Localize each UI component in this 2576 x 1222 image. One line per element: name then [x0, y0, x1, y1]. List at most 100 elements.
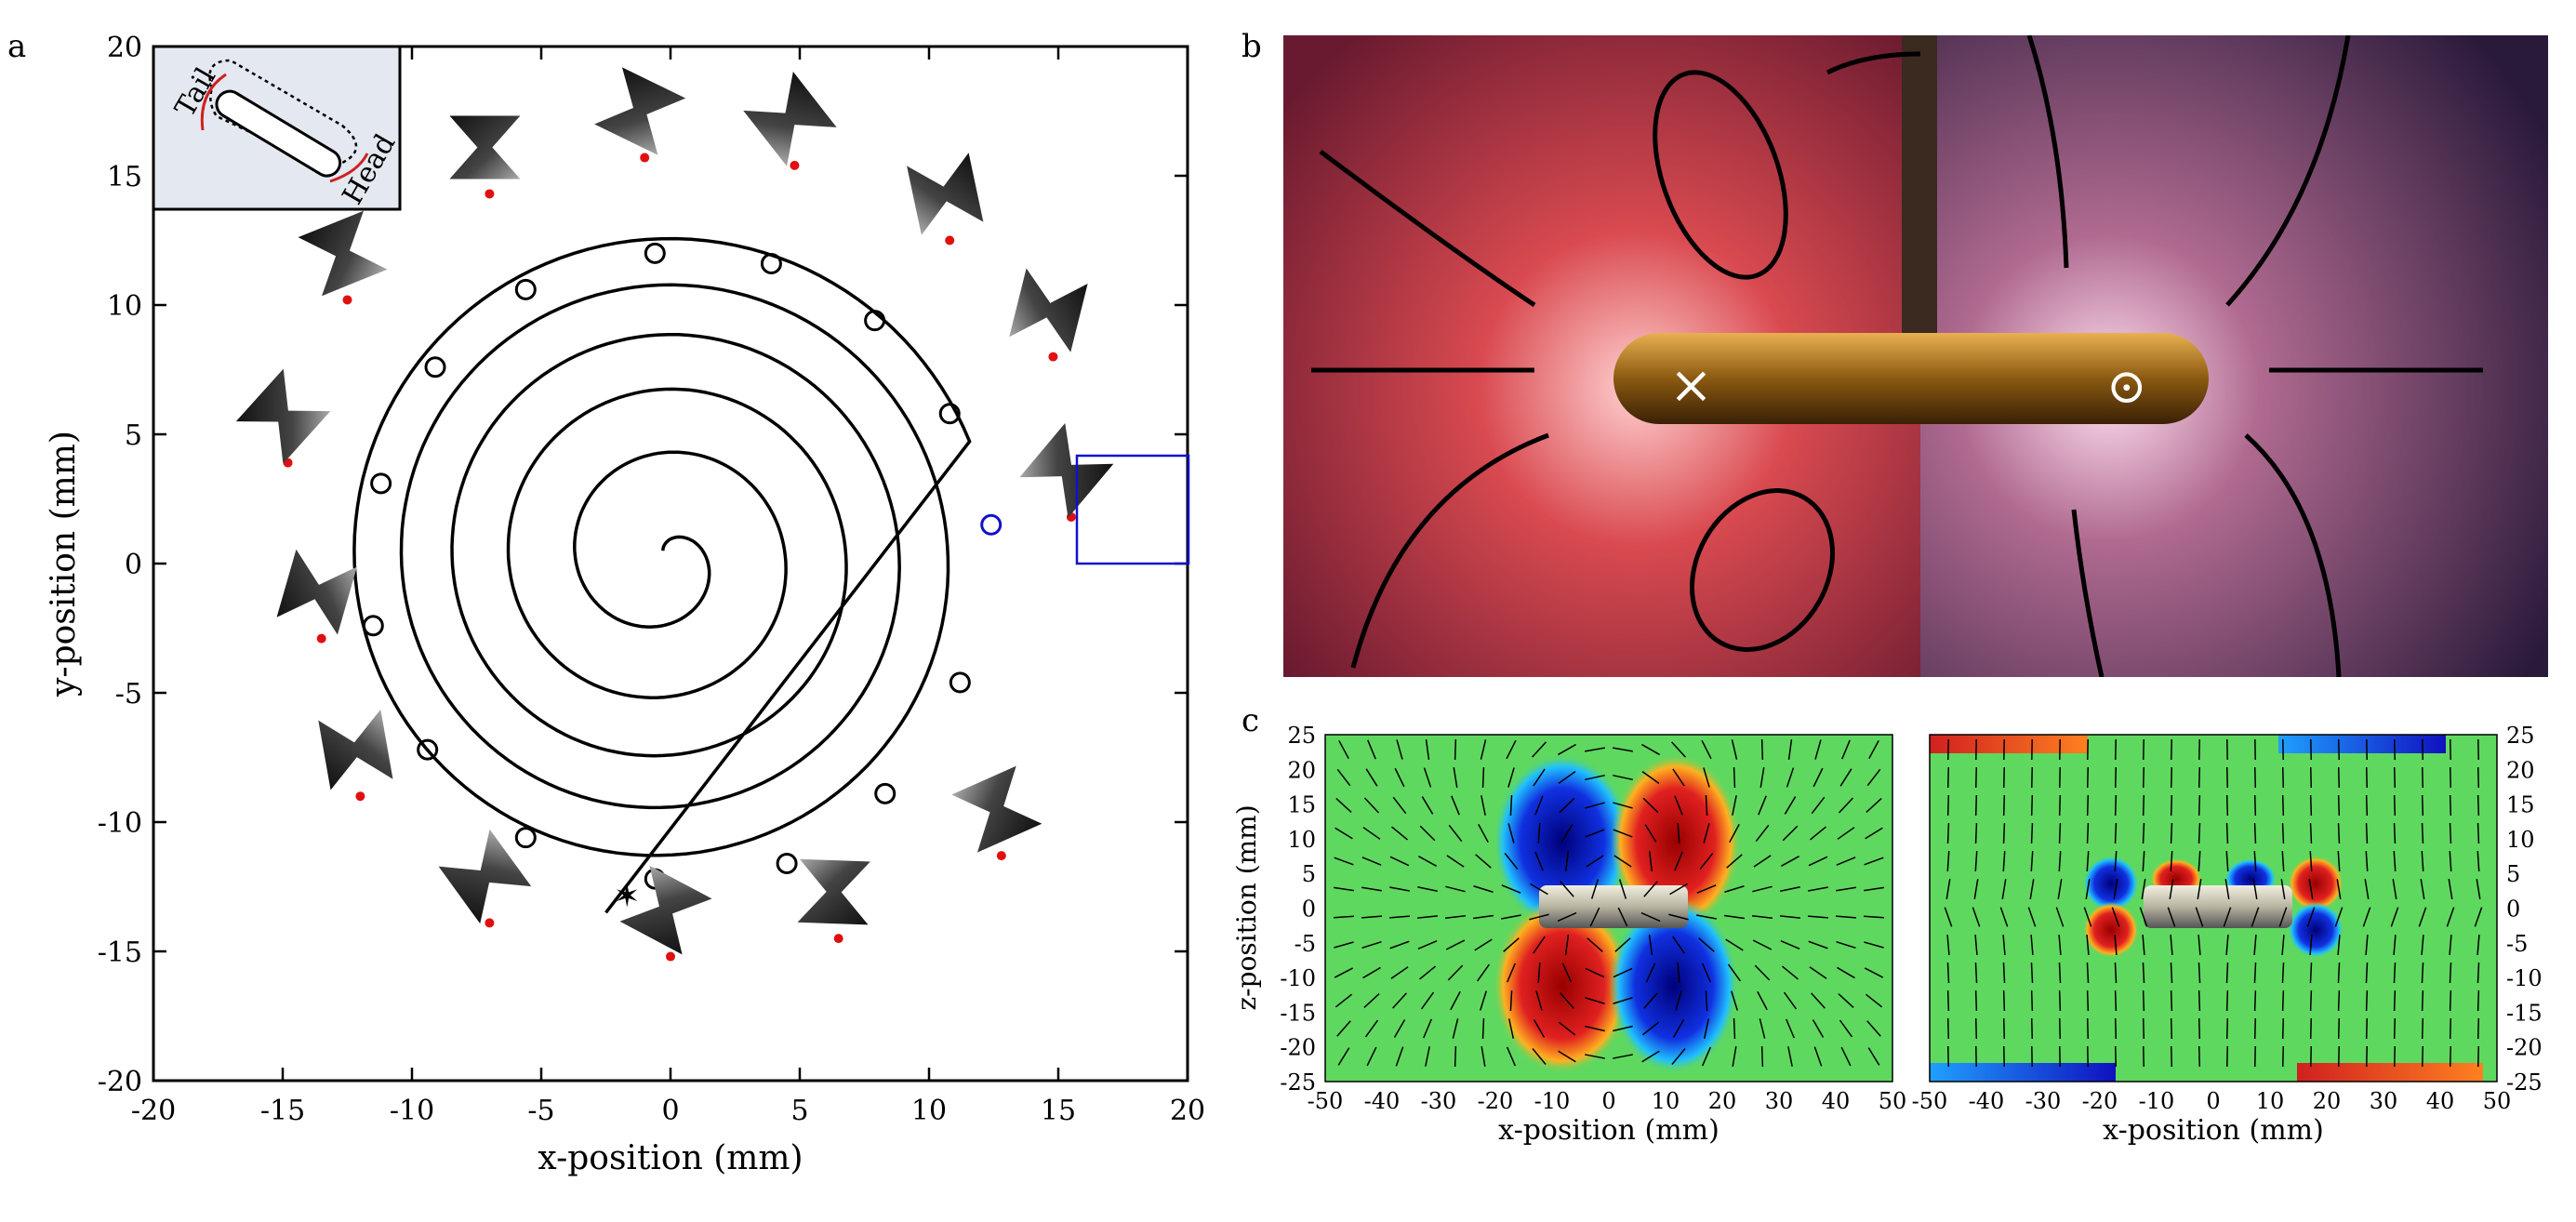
flow-vector: [1585, 747, 1605, 752]
flow-vector: [1361, 857, 1382, 866]
flow-vector: [2281, 766, 2285, 789]
flow-vector: [1759, 1018, 1766, 1039]
flow-vector: [2309, 1017, 2313, 1040]
flow-vector: [1418, 856, 1437, 867]
flow-vector: [1702, 963, 1711, 983]
flow-vector: [2002, 934, 2006, 956]
flow-vector: [1782, 965, 1799, 980]
inset-diagram: Tail Head: [152, 45, 402, 211]
flow-vector: [1999, 907, 2009, 927]
flow-vector: [2142, 934, 2145, 956]
sim-xtick: 0: [2206, 1088, 2220, 1114]
sim-right-ytick: -5: [2506, 931, 2528, 957]
flow-vector: [1394, 767, 1405, 788]
flow-vector: [1558, 1021, 1576, 1036]
flow-vector: [2392, 879, 2397, 899]
flow-vector: [2225, 1017, 2229, 1040]
flow-vector: [2476, 766, 2480, 789]
sim-left-ytick: -15: [1280, 1000, 1316, 1026]
particle-snapshot: [619, 865, 712, 955]
red-marker: [790, 160, 800, 170]
flow-vector: [1946, 962, 1950, 984]
flow-vector: [1590, 879, 1600, 899]
flow-vector: [1808, 856, 1828, 867]
flow-vector: [1423, 1018, 1432, 1039]
flow-vector: [2030, 962, 2034, 984]
flow-vector: [1752, 939, 1773, 950]
flow-vector: [1481, 766, 1485, 789]
flow-vector: [1703, 1018, 1710, 1039]
flow-vector: [1335, 798, 1352, 813]
flow-vector: [2057, 879, 2063, 899]
trajectory-marker: [644, 242, 666, 264]
particle-snapshot: [1009, 268, 1088, 352]
flow-vector: [2197, 879, 2202, 899]
sim-left-ytick: -25: [1280, 1069, 1316, 1096]
flow-vector: [2337, 766, 2341, 789]
y-tick-label: 10: [107, 290, 142, 323]
flow-vector: [1452, 1018, 1459, 1039]
flow-vector: [1731, 739, 1738, 760]
panel-a-xlabel: x-position (mm): [538, 1139, 803, 1177]
flow-vector: [2058, 850, 2062, 872]
particle-snapshot: [298, 210, 388, 297]
flow-vector: [1641, 743, 1660, 756]
flow-vector: [2476, 850, 2480, 872]
flow-vector: [1787, 738, 1793, 761]
flow-vector: [2393, 850, 2397, 872]
flow-vector: [1786, 1018, 1795, 1039]
flow-vector: [1446, 855, 1465, 868]
flow-vector: [1534, 851, 1544, 871]
flow-vector: [1501, 884, 1521, 894]
sim-xtick: -50: [1308, 1088, 1344, 1114]
highlight-box: [1075, 454, 1190, 565]
flow-vector: [2029, 879, 2035, 899]
flow-vector: [1675, 990, 1682, 1011]
flow-vector: [2253, 794, 2257, 817]
x-tick-label: 20: [1170, 1095, 1205, 1127]
flow-vector: [1364, 1019, 1379, 1038]
flow-vector: [1974, 766, 1978, 789]
flow-vector: [1837, 827, 1855, 840]
flow-vector: [2002, 990, 2006, 1012]
flow-vector: [1501, 914, 1521, 920]
sim-xtick: -10: [1534, 1088, 1571, 1114]
flow-vector: [1509, 794, 1513, 817]
flow-vector: [2001, 879, 2007, 899]
flow-vector: [1864, 886, 1884, 892]
flow-vector: [1451, 795, 1460, 816]
sim-xtick: 40: [1822, 1088, 1851, 1114]
flow-vector: [2114, 1017, 2118, 1040]
flow-vector: [1338, 739, 1349, 760]
flow-vector: [2390, 907, 2399, 927]
flow-vector: [1478, 823, 1489, 843]
flow-vector: [1363, 992, 1380, 1009]
flow-vector: [2086, 850, 2090, 872]
flow-vector: [2253, 990, 2257, 1012]
sim-left-ytick: 20: [1287, 757, 1316, 783]
flow-vector: [1946, 794, 1950, 817]
flow-vector: [1445, 885, 1466, 893]
particle-snapshot: [318, 709, 393, 790]
flow-vector: [1759, 767, 1765, 788]
flow-vector: [2476, 962, 2480, 984]
flow-vector: [1334, 827, 1353, 840]
flow-vector: [1839, 768, 1852, 787]
start-star: ✶: [614, 878, 641, 915]
flow-vector: [1837, 966, 1855, 979]
sim-ylabel: z-position (mm): [1231, 804, 1262, 1010]
flow-vector: [2393, 1017, 2397, 1040]
flow-vector: [2365, 822, 2369, 844]
flow-vector: [2225, 850, 2229, 872]
flow-vector: [1388, 915, 1411, 919]
flow-vector: [2281, 934, 2285, 956]
flow-vector: [2309, 850, 2313, 872]
flow-vector: [1454, 738, 1457, 761]
trajectory-marker: [424, 356, 446, 379]
flow-vector: [1811, 796, 1826, 815]
flow-vector: [1334, 857, 1354, 866]
flow-vector: [1333, 915, 1355, 919]
flow-vector: [1703, 823, 1710, 843]
red-marker: [485, 189, 495, 199]
flow-vector: [1613, 747, 1633, 752]
